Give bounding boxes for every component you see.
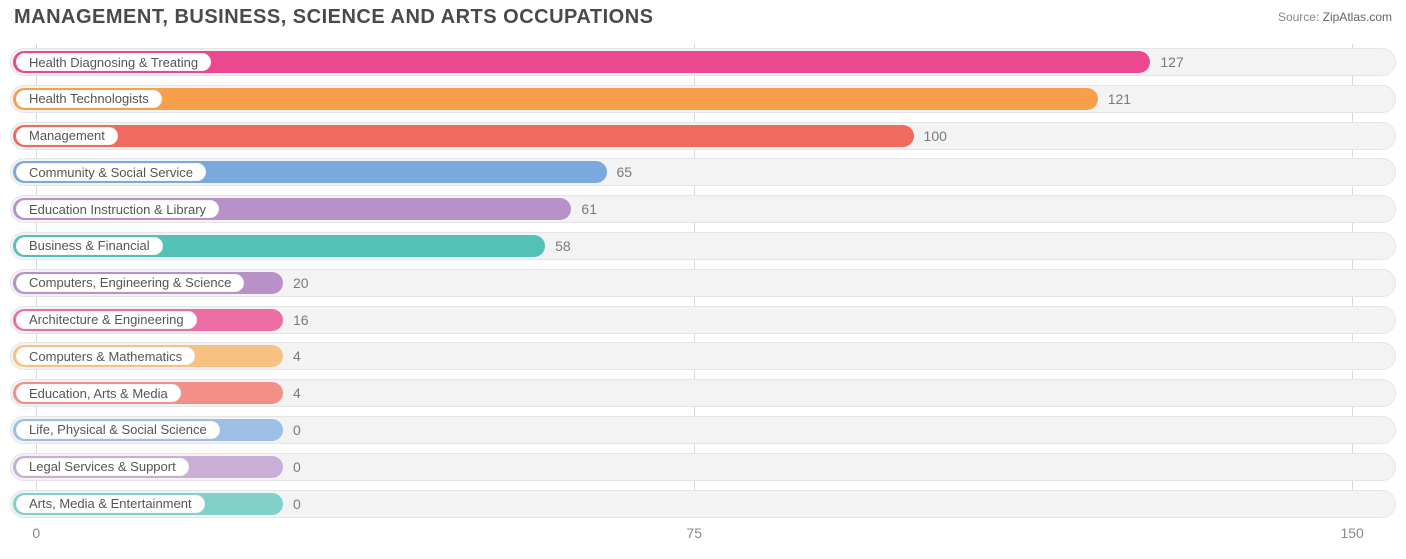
bar-value-label: 0 <box>283 453 301 481</box>
source-site: ZipAtlas.com <box>1323 10 1392 24</box>
bar-row: Education, Arts & Media 4 <box>10 379 1396 407</box>
bar-value-label: 4 <box>283 379 301 407</box>
bar-label-pill: Community & Social Service <box>16 163 206 181</box>
bar-label-pill: Management <box>16 127 118 145</box>
bar-label-pill: Legal Services & Support <box>16 458 189 476</box>
x-tick-label: 0 <box>32 525 40 541</box>
chart-title: MANAGEMENT, BUSINESS, SCIENCE AND ARTS O… <box>14 6 653 29</box>
bar-value-label: 127 <box>1150 48 1183 76</box>
bar <box>13 125 914 147</box>
bar-label-pill: Health Technologists <box>16 90 162 108</box>
bar-label-pill: Business & Financial <box>16 237 163 255</box>
bar-value-label: 0 <box>283 490 301 518</box>
bar-label-pill: Computers & Mathematics <box>16 347 195 365</box>
bar-label-pill: Computers, Engineering & Science <box>16 274 244 292</box>
bar-row: Architecture & Engineering 16 <box>10 306 1396 334</box>
bar-row: Community & Social Service 65 <box>10 158 1396 186</box>
chart-area: Health Diagnosing & Treating 127 Health Te… <box>10 44 1396 541</box>
bar-row: Computers & Mathematics 4 <box>10 342 1396 370</box>
bar-row: Health Technologists 121 <box>10 85 1396 113</box>
bar-value-label: 16 <box>283 306 309 334</box>
x-tick-label: 75 <box>686 525 702 541</box>
bar-row: Computers, Engineering & Science 20 <box>10 269 1396 297</box>
x-tick-label: 150 <box>1340 525 1363 541</box>
source-attribution: Source: ZipAtlas.com <box>1278 10 1392 24</box>
bar-row: Life, Physical & Social Science 0 <box>10 416 1396 444</box>
bar-row: Legal Services & Support 0 <box>10 453 1396 481</box>
bar-label-pill: Health Diagnosing & Treating <box>16 53 211 71</box>
bar-label-pill: Life, Physical & Social Science <box>16 421 220 439</box>
bar-row: Management 100 <box>10 122 1396 150</box>
bar-label-pill: Arts, Media & Entertainment <box>16 495 205 513</box>
bar-value-label: 121 <box>1098 85 1131 113</box>
bar-value-label: 4 <box>283 342 301 370</box>
bar-label-pill: Architecture & Engineering <box>16 311 197 329</box>
bar-row: Business & Financial 58 <box>10 232 1396 260</box>
bar-label-pill: Education, Arts & Media <box>16 384 181 402</box>
bar-value-label: 61 <box>571 195 597 223</box>
bar-row: Education Instruction & Library 61 <box>10 195 1396 223</box>
source-label: Source: <box>1278 10 1319 24</box>
bar-value-label: 65 <box>607 158 633 186</box>
bar-value-label: 58 <box>545 232 571 260</box>
bar <box>13 88 1098 110</box>
bar-row: Arts, Media & Entertainment 0 <box>10 490 1396 518</box>
bar-row: Health Diagnosing & Treating 127 <box>10 48 1396 76</box>
bars-container: Health Diagnosing & Treating 127 Health Te… <box>10 48 1396 526</box>
bar-value-label: 100 <box>914 122 947 150</box>
bar-value-label: 0 <box>283 416 301 444</box>
bar-label-pill: Education Instruction & Library <box>16 200 219 218</box>
bar-value-label: 20 <box>283 269 309 297</box>
